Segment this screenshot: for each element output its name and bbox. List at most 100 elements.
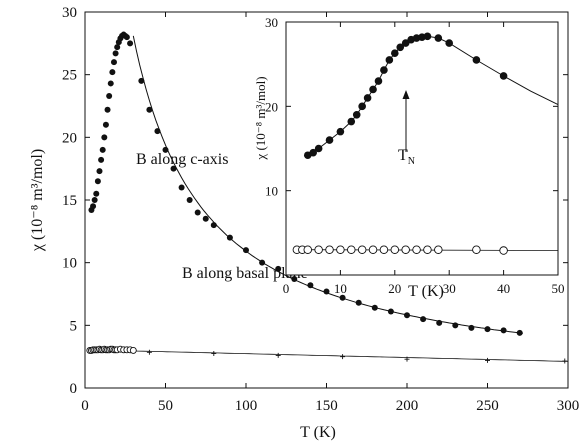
data-point: [291, 275, 298, 282]
y-tick-label: 0: [70, 381, 78, 397]
data-point: [154, 128, 161, 135]
data-point: [114, 44, 121, 51]
data-point: [99, 146, 106, 153]
data-point: [452, 322, 459, 329]
main-y-axis-label: χ (10⁻⁸ m³/mol): [29, 149, 46, 252]
x-tick-label: 0: [283, 281, 290, 296]
data-point: [412, 245, 421, 254]
data-point: [112, 50, 119, 57]
data-point: [358, 102, 366, 111]
data-point: [275, 352, 281, 358]
x-tick-label: 150: [315, 398, 338, 414]
data-point: [146, 349, 152, 355]
x-tick-label: 50: [552, 281, 565, 296]
data-point: [194, 209, 201, 216]
data-point: [202, 215, 209, 222]
data-point: [186, 197, 193, 203]
data-point: [104, 106, 111, 113]
data-point: [162, 146, 169, 153]
data-point: [110, 59, 117, 66]
data-point: [211, 351, 217, 357]
data-point: [309, 148, 318, 157]
data-point: [472, 56, 481, 64]
x-tick-label: 200: [396, 398, 419, 414]
data-point: [101, 134, 108, 141]
data-point: [109, 69, 116, 76]
data-point: [259, 259, 266, 266]
tn-arrow: [402, 90, 410, 152]
data-point: [385, 56, 394, 64]
data-point: [210, 222, 217, 229]
data-point: [314, 245, 323, 254]
data-point: [404, 312, 410, 319]
data-point: [314, 144, 323, 153]
x-tick-label: 40: [497, 281, 510, 296]
data-point: [445, 39, 454, 47]
data-point: [423, 245, 432, 254]
data-point: [387, 308, 394, 315]
inset-chart: 0 10 20 30 40 50 10 20 30 TN T (K) χ (10⁻⁸ m³/mo…: [253, 15, 565, 300]
main-x-axis-label: T (K): [300, 424, 336, 441]
inset-x-axis-label: T (K): [408, 283, 444, 300]
data-point: [390, 245, 400, 254]
data-point: [127, 40, 134, 47]
data-point: [94, 178, 101, 185]
x-tick-label: 300: [557, 398, 580, 414]
main-ticks: [84, 11, 569, 389]
y-tick-label: 30: [265, 15, 278, 30]
y-tick-label: 10: [62, 256, 77, 272]
data-point: [368, 245, 378, 254]
data-point: [325, 245, 334, 254]
data-point: [401, 39, 410, 47]
data-point: [434, 34, 443, 42]
x-tick-label: 30: [443, 281, 456, 296]
y-tick-label: 10: [265, 184, 278, 199]
data-point: [484, 326, 491, 333]
data-point: [379, 245, 389, 254]
y-tick-label: 30: [62, 5, 77, 21]
main-data-points: [86, 31, 568, 364]
data-point: [352, 110, 361, 119]
data-point: [369, 85, 377, 94]
main-annotation-c-axis-1: B along c-axis: [136, 151, 228, 168]
data-point: [472, 245, 481, 254]
data-point: [347, 245, 356, 254]
data-point: [420, 316, 427, 323]
data-point: [123, 34, 130, 41]
data-point: [106, 92, 113, 99]
x-tick-label: 50: [158, 398, 173, 414]
data-point: [96, 168, 103, 175]
data-point: [340, 354, 346, 360]
inset-ticks: [285, 21, 559, 275]
data-point: [339, 294, 346, 301]
x-tick-label: 250: [476, 398, 499, 414]
data-point: [357, 245, 367, 254]
y-tick-label: 25: [62, 68, 77, 84]
y-tick-label: 5: [70, 318, 78, 334]
data-point: [275, 265, 282, 272]
data-point: [243, 247, 249, 254]
y-tick-label: 20: [265, 99, 278, 114]
data-point: [404, 356, 410, 362]
tn-label: TN: [398, 147, 415, 167]
data-point: [562, 358, 568, 364]
data-point: [374, 77, 383, 85]
data-point: [516, 329, 523, 336]
data-point: [307, 282, 314, 289]
data-point: [336, 245, 345, 254]
data-point: [102, 121, 109, 128]
x-tick-label: 20: [388, 281, 401, 296]
data-point: [391, 49, 399, 58]
data-point: [468, 324, 475, 331]
data-point: [355, 299, 362, 306]
data-point: [129, 346, 137, 354]
data-point: [178, 184, 185, 191]
data-point: [90, 203, 97, 210]
y-tick-label: 15: [62, 193, 77, 209]
data-point: [363, 94, 372, 102]
data-point: [303, 245, 313, 254]
data-point: [146, 106, 153, 113]
data-point: [380, 66, 388, 74]
